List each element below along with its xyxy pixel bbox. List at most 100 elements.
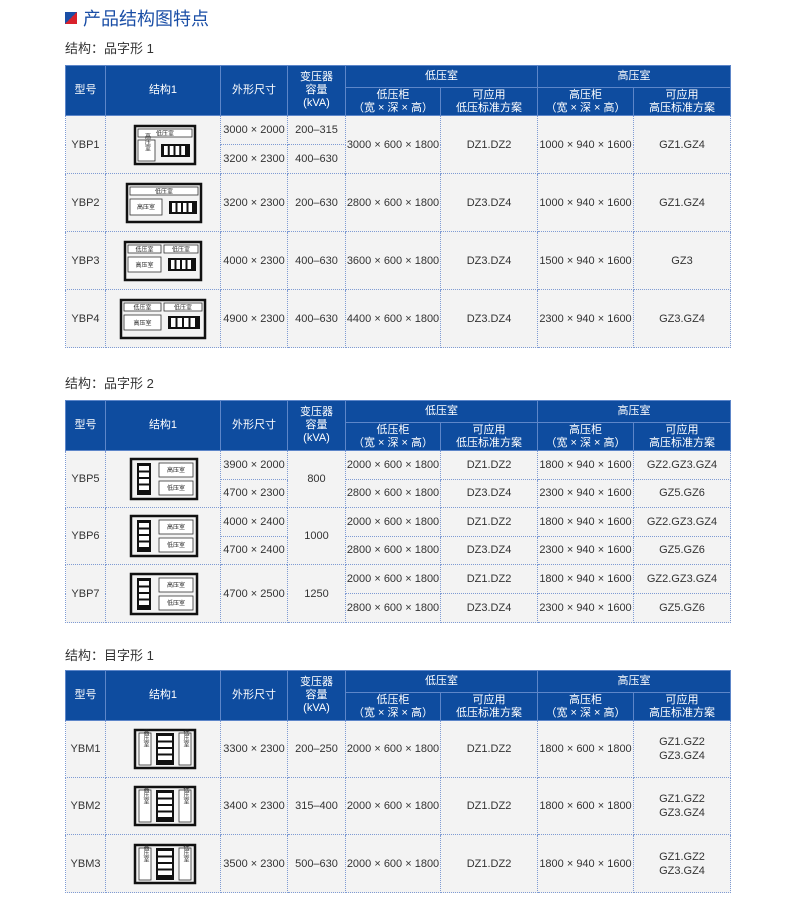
cell-diagram: 高压室 低压室: [105, 564, 221, 623]
cell-hv-scheme: GZ1.GZ4: [633, 173, 731, 232]
cell-model: YBP4: [65, 289, 106, 348]
cell-lv-scheme: DZ1.DZ2: [440, 777, 538, 835]
cell-size: 3300 × 2300: [220, 720, 288, 778]
cell-diagram: 高压室 低压室: [105, 834, 221, 893]
header-size: 外形尺寸: [220, 65, 288, 116]
cell-hv-scheme: GZ1.GZ2 GZ3.GZ4: [633, 777, 731, 835]
cell-hv-scheme: GZ2.GZ3.GZ4: [633, 507, 731, 537]
cell-size: 3000 × 2000: [220, 115, 288, 145]
cell-hv-cabinet: 1800 × 940 × 1600: [537, 507, 634, 537]
cell-capacity: 1000: [287, 507, 346, 565]
spec-table: 型号 结构1 外形尺寸 变压器 容量 (kVA) 低压室 高压室 低压柜 （宽 × 深 × …: [65, 65, 731, 348]
page-title-text: 产品结构图特点: [83, 9, 209, 29]
header-hv-room: 高压室: [537, 65, 731, 88]
structure-diagram: 高压室低压室: [133, 728, 197, 770]
cell-model: YBM3: [65, 834, 106, 893]
table-row: 2800 × 600 × 1800 DZ3.DZ4 2300 × 940 × 160…: [66, 593, 731, 623]
cell-lv-scheme: DZ1.DZ2: [440, 115, 538, 174]
table-row: YBM1 高压室 低压室 3300 × 2300 200–250 2000 × 600 ×…: [65, 720, 731, 778]
cell-hv-cabinet: 1800 × 940 × 1600: [537, 450, 634, 480]
cell-lv-scheme: DZ3.DZ4: [440, 593, 538, 623]
lv-room-label: 低压室: [155, 187, 173, 195]
cell-model: YBP2: [65, 173, 106, 232]
cell-hv-cabinet: 1800 × 600 × 1800: [537, 720, 634, 778]
table-row: YBP3 低压室 低压室 高压室 4000 × 2300 400–630 3600 × 60…: [65, 231, 731, 290]
lv-room-label: 低压室: [182, 728, 189, 747]
cell-lv-cabinet: 4400 × 600 × 1800: [345, 289, 441, 348]
hv-room-label: 高压室: [142, 785, 149, 804]
cell-model: YBP7: [65, 564, 106, 623]
cell-hv-cabinet: 2300 × 940 × 1600: [537, 478, 634, 508]
cell-size: 3200 × 2300: [220, 173, 288, 232]
cell-diagram: 高压室 低压室: [105, 450, 221, 508]
header-lv-cabinet: 低压柜 （宽 × 深 × 高）: [345, 87, 441, 116]
header-lv-scheme: 可应用 低压标准方案: [440, 692, 538, 721]
cell-model: YBP5: [65, 450, 106, 508]
structure-diagram: 高压室低压室: [133, 843, 197, 884]
cell-hv-cabinet: 1500 × 940 × 1600: [537, 231, 634, 290]
cell-capacity: 500–630: [287, 834, 346, 893]
cell-hv-scheme: GZ2.GZ3.GZ4: [633, 564, 731, 594]
cell-capacity: 800: [287, 450, 346, 508]
cell-hv-cabinet: 2300 × 940 × 1600: [537, 535, 634, 565]
table-row: YBM3 高压室 低压室 3500 × 2300 500–630 2000 × 600 ×…: [65, 834, 731, 893]
cell-diagram: 高压室 低压室: [105, 777, 221, 835]
hv-room-label: 高压室: [133, 319, 151, 327]
cell-lv-cabinet: 2800 × 600 × 1800: [345, 593, 441, 623]
cell-hv-scheme: GZ3: [633, 231, 731, 290]
cell-lv-cabinet: 2800 × 600 × 1800: [345, 478, 441, 508]
title-mark-icon: [65, 12, 77, 24]
cell-model: YBP6: [65, 507, 106, 565]
lv-room-label: 低压室: [133, 303, 151, 311]
cell-lv-cabinet: 2800 × 600 × 1800: [345, 173, 441, 232]
header-structure: 结构1: [105, 400, 221, 451]
table-row: YBP6 高压室 低压室 4000 × 2400 1000 2000 × 600 × 18…: [65, 507, 731, 565]
lv-room-label: 低压室: [182, 785, 189, 804]
header-hv-scheme: 可应用 高压标准方案: [633, 87, 731, 116]
header-model: 型号: [65, 670, 106, 721]
cell-lv-scheme: DZ1.DZ2: [440, 834, 538, 893]
cell-capacity: 200–315: [287, 115, 346, 145]
cell-lv-scheme: DZ1.DZ2: [440, 507, 538, 537]
cell-hv-cabinet: 2300 × 940 × 1600: [537, 593, 634, 623]
header-lv-cabinet: 低压柜 （宽 × 深 × 高）: [345, 422, 441, 451]
cell-lv-cabinet: 2800 × 600 × 1800: [345, 535, 441, 565]
cell-lv-scheme: DZ3.DZ4: [440, 231, 538, 290]
cell-size: 3900 × 2000: [220, 450, 288, 480]
header-structure: 结构1: [105, 65, 221, 116]
header-lv-room: 低压室: [345, 670, 538, 693]
table-row: YBP5 高压室 低压室 3900 × 2000 800 2000 × 600 × 180…: [65, 450, 731, 508]
hv-room-label: 高压室: [135, 261, 153, 269]
hv-room-label: 高压室: [167, 466, 185, 474]
cell-lv-cabinet: 2000 × 600 × 1800: [345, 507, 441, 537]
hv-room-label: 高压室: [137, 203, 155, 211]
lv-room-label: 低压室: [135, 245, 153, 253]
spec-table: 型号 结构1 外形尺寸 变压器 容量 (kVA) 低压室 高压室 低压柜 （宽 × 深 × …: [65, 400, 731, 623]
structure-diagram: 高压室 低压室: [133, 785, 197, 827]
header-lv-room: 低压室: [345, 65, 538, 88]
cell-capacity: 400–630: [287, 144, 346, 174]
cell-diagram: 高压室 低压室: [105, 507, 221, 565]
cell-lv-scheme: DZ3.DZ4: [440, 535, 538, 565]
cell-capacity: 400–630: [287, 231, 346, 290]
section-label: 结构：目字形 1: [65, 648, 154, 663]
cell-capacity: 1250: [287, 564, 346, 623]
header-lv-scheme: 可应用 低压标准方案: [440, 87, 538, 116]
cell-size: 3400 × 2300: [220, 777, 288, 835]
cell-size: 4700 × 2300: [220, 478, 288, 508]
cell-hv-cabinet: 1800 × 940 × 1600: [537, 564, 634, 594]
table-row: 3200 × 2300 400–630: [66, 144, 731, 174]
header-structure: 结构1: [105, 670, 221, 721]
cell-hv-scheme: GZ5.GZ6: [633, 593, 731, 623]
cell-lv-cabinet: 2000 × 600 × 1800: [345, 777, 441, 835]
cell-hv-cabinet: 2300 × 940 × 1600: [537, 289, 634, 348]
hv-room-label: 高压室: [144, 132, 151, 151]
header-model: 型号: [65, 65, 106, 116]
cell-size: 4000 × 2400: [220, 507, 288, 537]
cell-hv-scheme: GZ5.GZ6: [633, 535, 731, 565]
table-row: YBP1 低压室 高压室 3000 × 2000 200–315 3000 × 600 ×…: [65, 115, 731, 174]
